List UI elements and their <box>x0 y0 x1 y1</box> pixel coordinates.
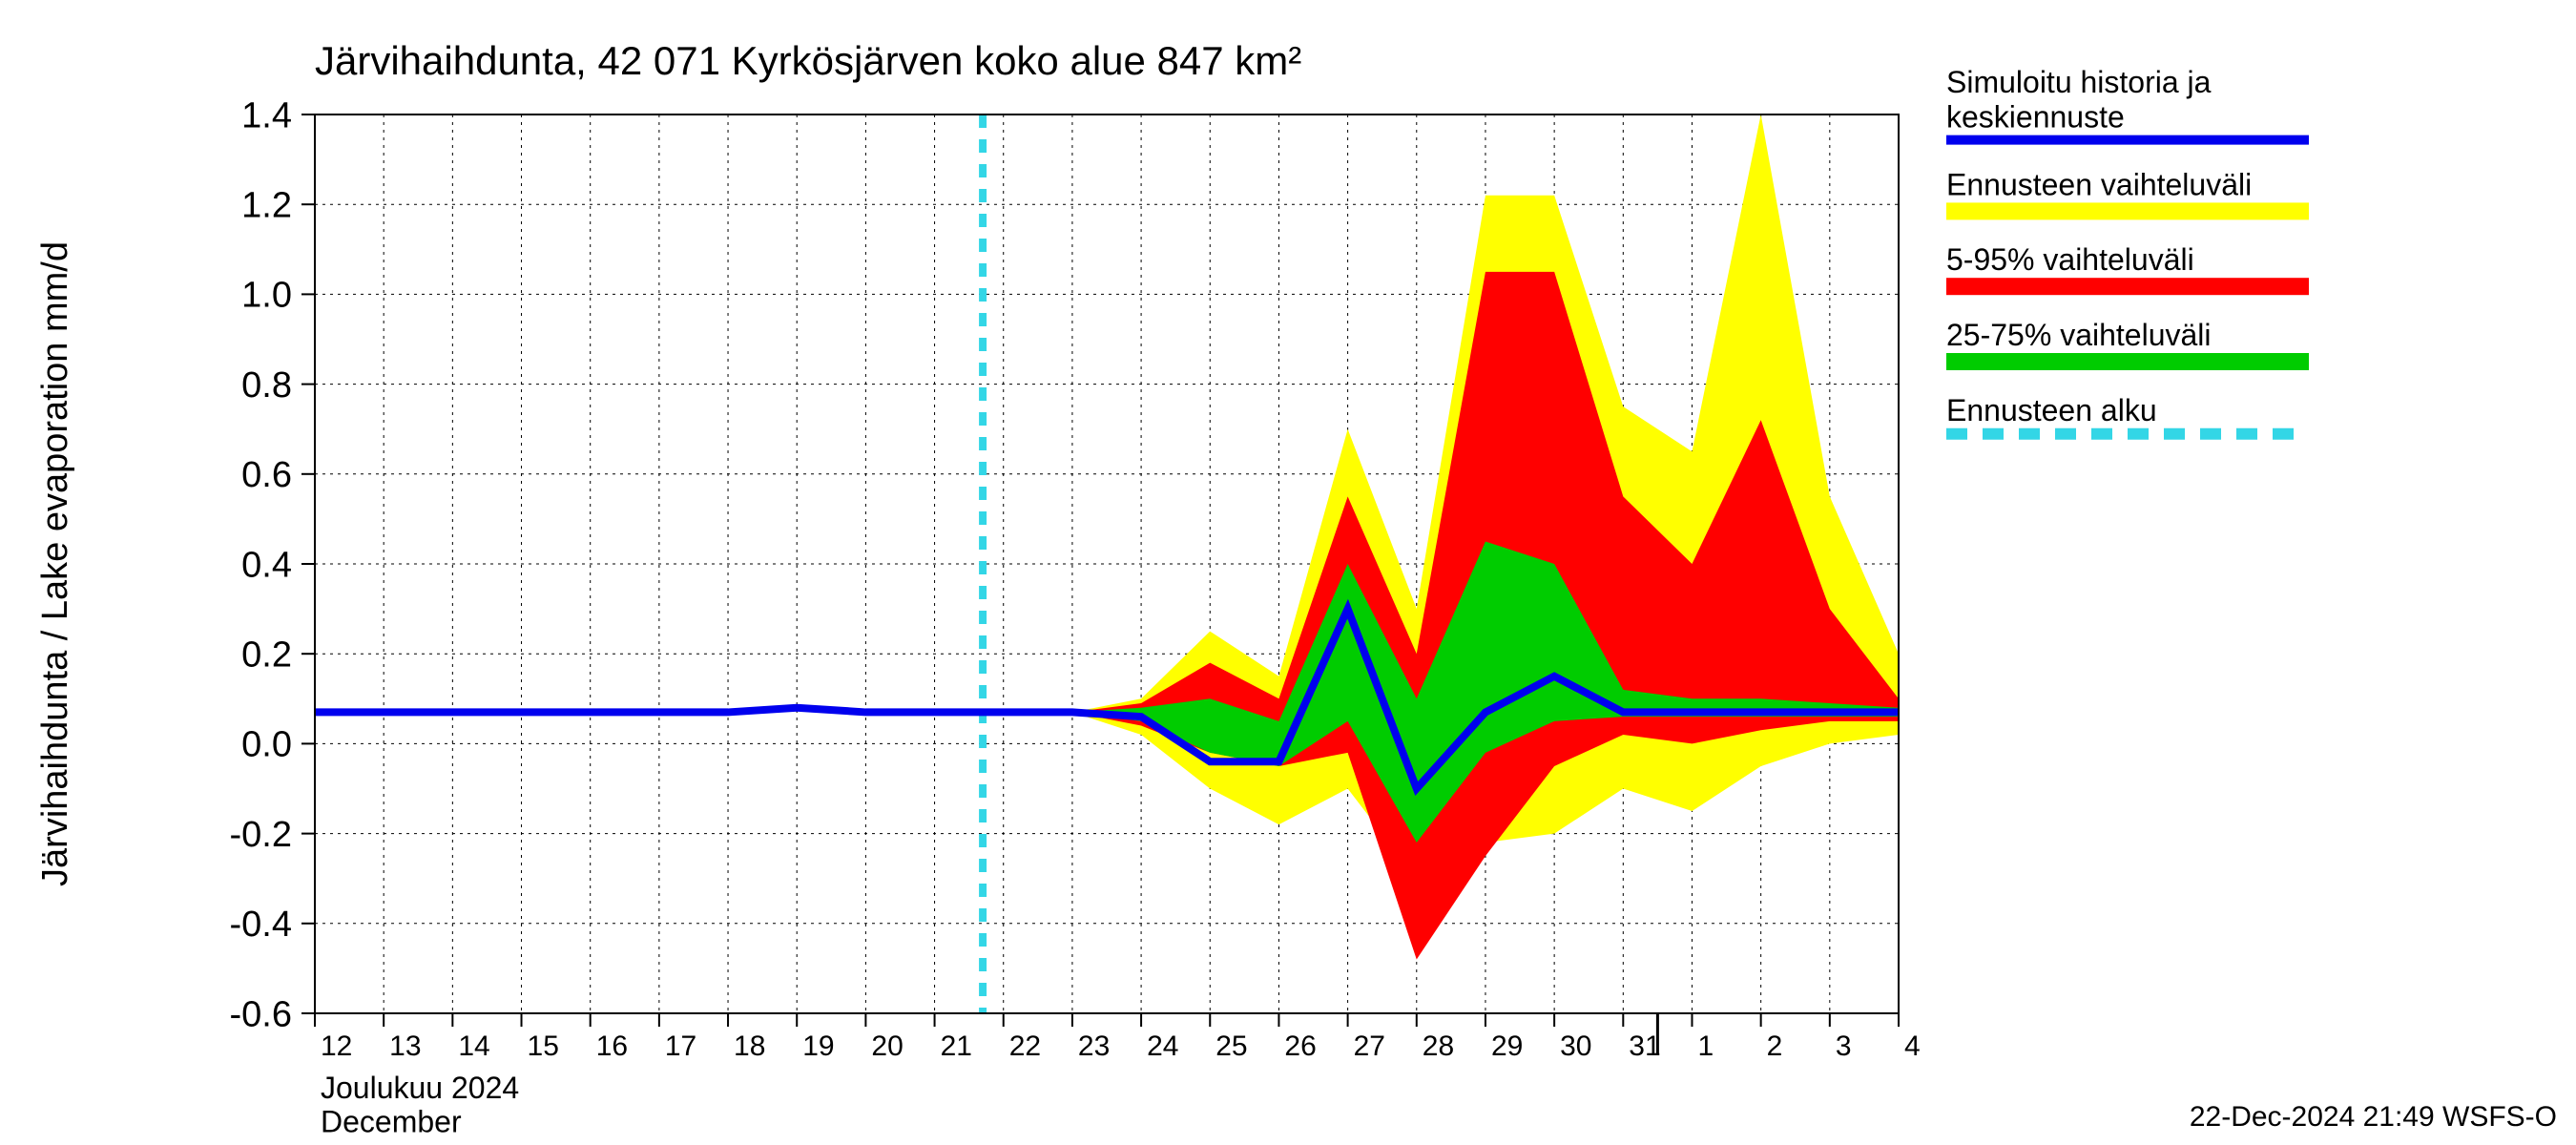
ytick-label: -0.6 <box>230 994 292 1034</box>
xtick-label: 26 <box>1284 1030 1316 1062</box>
xtick-label: 1 <box>1697 1030 1714 1062</box>
ytick-label: 0.4 <box>241 545 292 585</box>
xtick-label: 14 <box>458 1030 489 1062</box>
xtick-label: 22 <box>1009 1030 1041 1062</box>
xtick-label: 16 <box>596 1030 628 1062</box>
xtick-label: 13 <box>389 1030 421 1062</box>
ytick-label: 0.8 <box>241 365 292 406</box>
ytick-label: 0.6 <box>241 455 292 495</box>
ytick-label: -0.4 <box>230 905 292 945</box>
xtick-label: 17 <box>665 1030 696 1062</box>
ytick-label: 1.0 <box>241 276 292 316</box>
legend-label: Ennusteen alku <box>1946 393 2157 427</box>
xtick-label: 20 <box>871 1030 903 1062</box>
xtick-label: 27 <box>1354 1030 1385 1062</box>
legend-swatch <box>1946 202 2309 219</box>
xtick-label: 12 <box>321 1030 352 1062</box>
xtick-label: 2 <box>1767 1030 1783 1062</box>
legend-label: 25-75% vaihteluväli <box>1946 318 2212 352</box>
legend-label: keskiennuste <box>1946 100 2125 135</box>
xtick-label: 29 <box>1491 1030 1523 1062</box>
xtick-label: 30 <box>1560 1030 1591 1062</box>
xtick-label: 28 <box>1423 1030 1454 1062</box>
legend-label: 5-95% vaihteluväli <box>1946 242 2194 277</box>
legend-swatch <box>1946 278 2309 295</box>
xtick-label: 23 <box>1078 1030 1110 1062</box>
chart-svg: -0.6-0.4-0.20.00.20.40.60.81.01.21.41213… <box>0 0 2576 1145</box>
xtick-label: 24 <box>1147 1030 1178 1062</box>
legend-swatch <box>1946 353 2309 370</box>
footer-timestamp: 22-Dec-2024 21:49 WSFS-O <box>2190 1101 2557 1133</box>
ytick-label: 1.4 <box>241 95 292 135</box>
legend-label: Simuloitu historia ja <box>1946 65 2212 99</box>
ytick-label: -0.2 <box>230 815 292 855</box>
xtick-label: 4 <box>1904 1030 1921 1062</box>
xtick-label: 25 <box>1215 1030 1247 1062</box>
xtick-label: 18 <box>734 1030 765 1062</box>
ytick-label: 0.2 <box>241 635 292 676</box>
xtick-label: 19 <box>802 1030 834 1062</box>
chart-title: Järvihaihdunta, 42 071 Kyrkösjärven koko… <box>315 38 1301 83</box>
y-axis-label: Järvihaihdunta / Lake evaporation mm/d <box>35 241 75 886</box>
chart-stage: -0.6-0.4-0.20.00.20.40.60.81.01.21.41213… <box>0 0 2576 1145</box>
xtick-label: 15 <box>528 1030 559 1062</box>
x-sublabel: December <box>321 1104 462 1138</box>
x-sublabel: Joulukuu 2024 <box>321 1071 519 1105</box>
ytick-label: 0.0 <box>241 725 292 765</box>
xtick-label: 21 <box>941 1030 972 1062</box>
ytick-label: 1.2 <box>241 186 292 226</box>
legend-label: Ennusteen vaihteluväli <box>1946 167 2252 201</box>
xtick-label: 31 <box>1629 1030 1660 1062</box>
xtick-label: 3 <box>1836 1030 1852 1062</box>
